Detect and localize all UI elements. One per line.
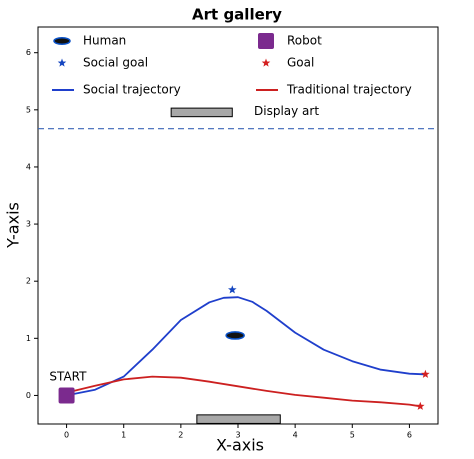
robot-marker <box>58 387 75 404</box>
annotation: Display art <box>254 104 319 118</box>
trajectory <box>66 375 421 408</box>
goal-marker <box>57 58 67 67</box>
x-tick-label: 4 <box>293 431 298 440</box>
x-tick-label: 1 <box>121 431 126 440</box>
goal-marker <box>261 58 271 67</box>
y-axis-label: Y-axis <box>4 202 23 249</box>
y-tick-label: 5 <box>26 105 31 114</box>
robot-marker <box>258 33 274 49</box>
legend-label: Human <box>83 34 126 48</box>
x-axis-label: X-axis <box>216 436 264 455</box>
chart-title: Art gallery <box>192 6 282 24</box>
x-tick-label: 2 <box>178 431 183 440</box>
x-tick-label: 3 <box>235 431 240 440</box>
human-marker <box>225 331 245 340</box>
x-tick-label: 6 <box>407 431 412 440</box>
goal-marker <box>421 369 430 378</box>
y-tick-label: 6 <box>26 48 31 57</box>
display-art <box>170 107 233 118</box>
y-tick-label: 2 <box>26 277 31 286</box>
goal-marker <box>416 401 425 410</box>
legend-label: Robot <box>287 34 322 48</box>
y-tick-label: 4 <box>26 162 31 171</box>
display-art <box>196 414 281 424</box>
x-tick-label: 0 <box>64 431 69 440</box>
x-tick-label: 5 <box>350 431 355 440</box>
y-tick-label: 1 <box>26 334 31 343</box>
legend-label: Goal <box>287 56 314 70</box>
trajectory <box>66 296 424 397</box>
goal-marker <box>228 285 237 294</box>
legend-label: Social trajectory <box>83 83 181 97</box>
annotation: START <box>49 370 87 384</box>
human-marker <box>53 37 71 45</box>
legend-label: Traditional trajectory <box>286 83 412 97</box>
y-tick-label: 3 <box>26 220 31 229</box>
legend-label: Social goal <box>83 56 148 70</box>
y-tick-label: 0 <box>26 391 31 400</box>
